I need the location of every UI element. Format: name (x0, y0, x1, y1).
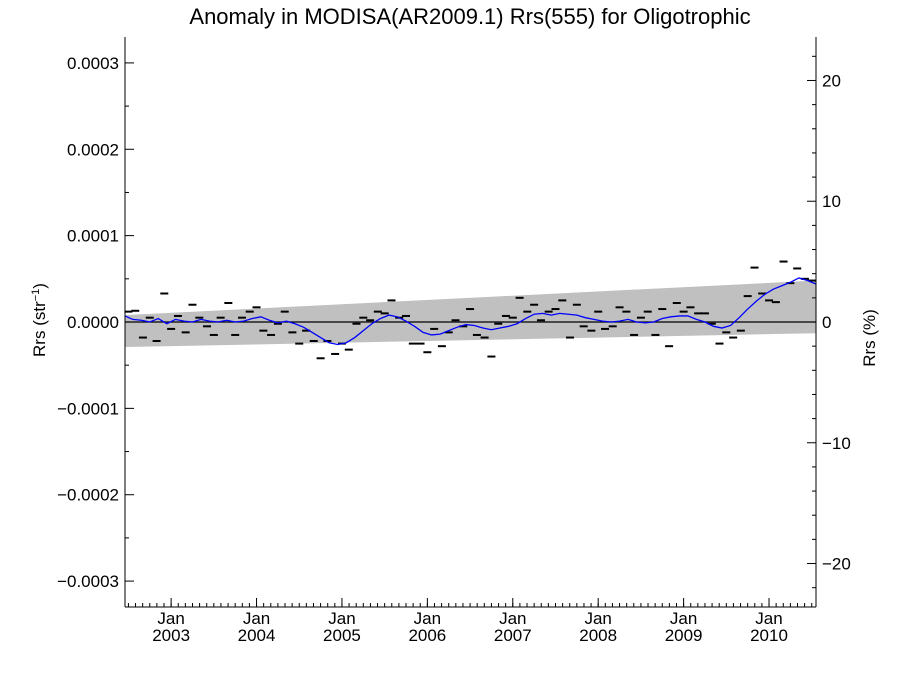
y-left-tick-label: 0.0003 (67, 54, 119, 73)
x-tick-label-year: 2007 (494, 626, 532, 645)
y-left-tick-label: −0.0002 (57, 486, 119, 505)
x-tick-label-year: 2004 (238, 626, 276, 645)
x-tick-label-month: Jan (243, 609, 270, 628)
x-tick-label-year: 2010 (750, 626, 788, 645)
x-tick-label-month: Jan (499, 609, 526, 628)
x-tick-label-year: 2003 (152, 626, 190, 645)
x-tick-label-month: Jan (157, 609, 184, 628)
x-tick-label-month: Jan (414, 609, 441, 628)
y-axis-right: 20 10 0 −10 −20 (807, 37, 851, 607)
x-axis: Jan2003Jan2004Jan2005Jan2006Jan2007Jan20… (125, 598, 816, 645)
x-tick-label-year: 2006 (408, 626, 446, 645)
y-right-tick-label: −20 (822, 555, 851, 574)
y-right-tick-label: 20 (822, 71, 841, 90)
x-tick-label-month: Jan (755, 609, 782, 628)
y-left-tick-label: −0.0003 (57, 572, 119, 591)
y-left-tick-label: 0.0002 (67, 140, 119, 159)
monthly-points (124, 260, 816, 360)
y-right-tick-label: −10 (822, 434, 851, 453)
x-tick-label-year: 2009 (665, 626, 703, 645)
y-axis-left: 0.0003 0.0002 0.0001 0.0000 −0.0001 −0.0002 −0… (57, 37, 134, 607)
chart-title: Anomaly in MODISA(AR2009.1) Rrs(555) for… (189, 4, 750, 29)
y-left-tick-label: 0.0000 (67, 313, 119, 332)
x-tick-label-year: 2008 (579, 626, 617, 645)
plot-area (124, 260, 817, 360)
x-tick-label-month: Jan (328, 609, 355, 628)
y-right-tick-label: 10 (822, 192, 841, 211)
y-right-tick-label: 0 (822, 313, 831, 332)
y-left-tick-label: 0.0001 (67, 227, 119, 246)
x-tick-label-month: Jan (670, 609, 697, 628)
running-mean-line (124, 277, 817, 346)
y-left-tick-label: −0.0001 (57, 399, 119, 418)
y-axis-right-label: Rrs (%) (860, 309, 879, 367)
uncertainty-band (125, 280, 816, 348)
x-tick-label-year: 2005 (323, 626, 361, 645)
x-tick-label-month: Jan (584, 609, 611, 628)
y-axis-left-label: Rrs (str−1) (30, 283, 49, 357)
